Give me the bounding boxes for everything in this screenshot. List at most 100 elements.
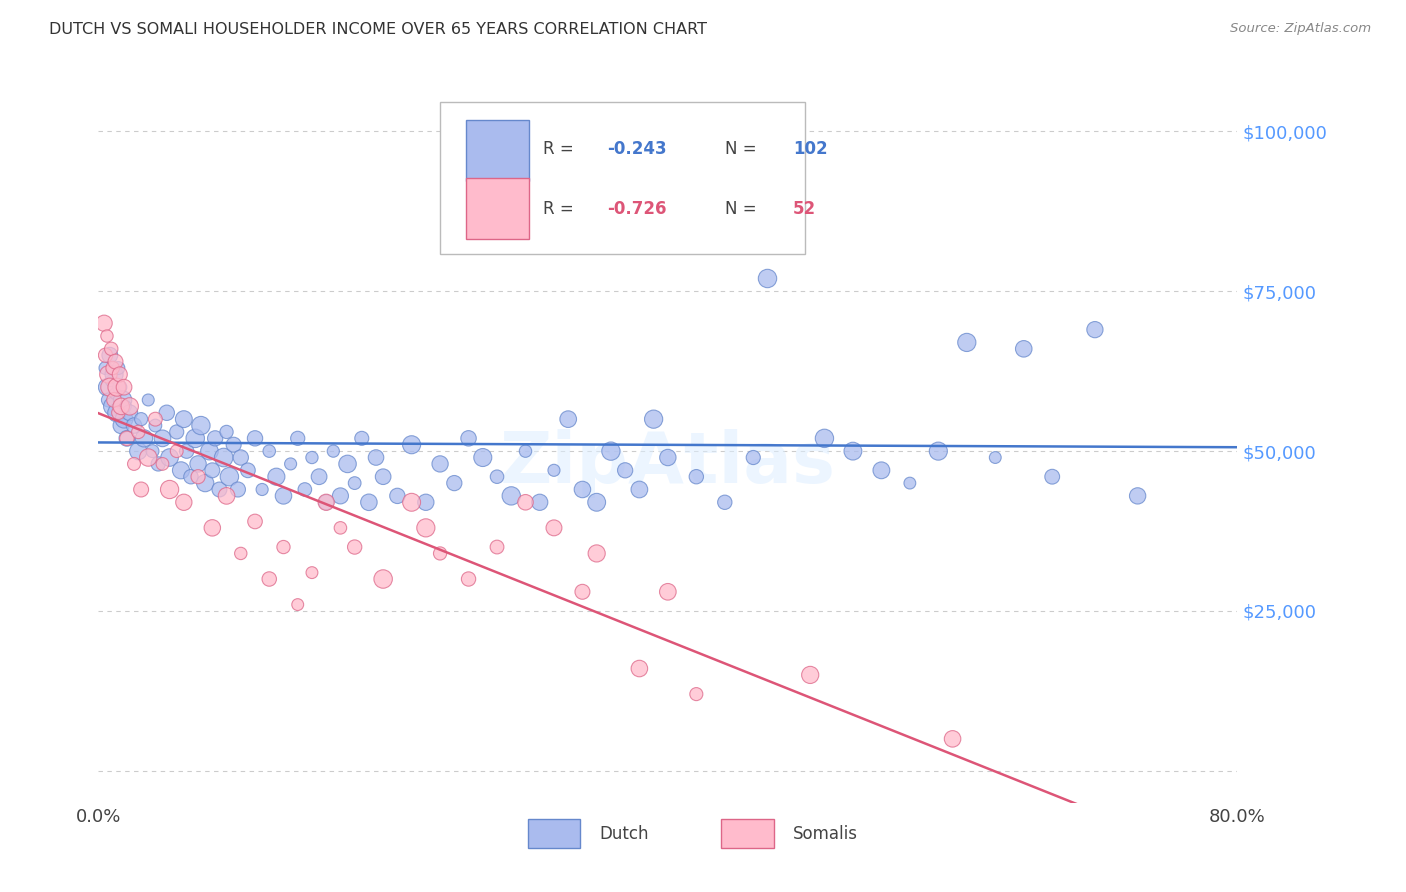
Point (212, 450, 235, 465)
Point (714, 495, 737, 509)
Point (166, 425, 188, 439)
Point (97, 368, 120, 382)
Point (184, 431, 207, 445)
Point (194, 476, 217, 491)
Point (229, 546, 252, 560)
Point (529, 495, 551, 509)
Point (273, 489, 295, 503)
Point (145, 418, 167, 433)
Point (685, 469, 707, 483)
Point (152, 431, 174, 445)
Point (1040, 469, 1063, 483)
Point (215, 489, 238, 503)
Point (98, 380, 121, 394)
Point (141, 444, 163, 458)
Point (501, 489, 523, 503)
Text: ZipAtlas: ZipAtlas (501, 429, 835, 498)
Text: 102: 102 (793, 140, 828, 158)
Point (148, 457, 170, 471)
Point (585, 495, 607, 509)
Text: N =: N = (725, 200, 762, 218)
Point (315, 495, 337, 509)
Text: Dutch: Dutch (599, 824, 650, 843)
Point (685, 687, 707, 701)
Point (98, 348, 121, 362)
Point (322, 444, 344, 458)
Point (429, 546, 451, 560)
Point (259, 444, 281, 458)
Point (457, 431, 479, 445)
Point (105, 380, 128, 394)
Point (336, 457, 359, 471)
Point (842, 444, 865, 458)
Point (129, 412, 152, 426)
Point (443, 476, 465, 491)
Point (198, 444, 221, 458)
Point (315, 495, 337, 509)
Point (115, 431, 138, 445)
Point (415, 521, 437, 535)
Point (401, 438, 423, 452)
Point (614, 463, 637, 477)
Point (870, 463, 893, 477)
Point (94, 348, 117, 362)
Point (103, 392, 125, 407)
Point (471, 450, 494, 465)
Point (799, 668, 821, 682)
Point (159, 450, 181, 465)
Point (159, 483, 181, 497)
Point (108, 380, 131, 394)
Point (515, 444, 537, 458)
Point (236, 463, 259, 477)
Point (101, 361, 124, 376)
Point (543, 521, 565, 535)
Point (294, 483, 316, 497)
Point (329, 489, 352, 503)
Point (222, 438, 245, 452)
Text: Source: ZipAtlas.com: Source: ZipAtlas.com (1230, 22, 1371, 36)
Point (127, 444, 149, 458)
Point (204, 431, 226, 445)
Point (111, 392, 134, 407)
Point (173, 412, 195, 426)
Point (145, 412, 167, 426)
Point (127, 425, 149, 439)
Point (118, 406, 141, 420)
Point (243, 431, 266, 445)
Point (785, 239, 807, 253)
Point (387, 489, 409, 503)
Point (357, 495, 380, 509)
Point (104, 354, 127, 368)
Point (628, 661, 651, 675)
Point (93, 316, 115, 330)
Point (643, 412, 665, 426)
Point (201, 521, 224, 535)
Point (343, 476, 366, 491)
Point (600, 444, 623, 458)
Point (96, 329, 118, 343)
Point (114, 400, 136, 414)
FancyBboxPatch shape (721, 819, 773, 848)
Point (571, 483, 593, 497)
Point (107, 406, 129, 420)
Point (110, 418, 132, 433)
Point (756, 271, 779, 285)
Text: 52: 52 (793, 200, 817, 218)
FancyBboxPatch shape (467, 178, 529, 239)
Point (515, 495, 537, 509)
Point (250, 483, 273, 497)
Point (557, 412, 579, 426)
Point (105, 406, 128, 420)
Point (301, 566, 323, 580)
Point (112, 412, 135, 426)
Point (136, 450, 159, 465)
Point (373, 572, 395, 586)
Point (429, 457, 451, 471)
Point (129, 483, 152, 497)
FancyBboxPatch shape (440, 102, 804, 253)
Point (112, 380, 135, 394)
Point (122, 418, 145, 433)
Point (132, 431, 155, 445)
Point (190, 418, 212, 433)
Point (173, 495, 195, 509)
